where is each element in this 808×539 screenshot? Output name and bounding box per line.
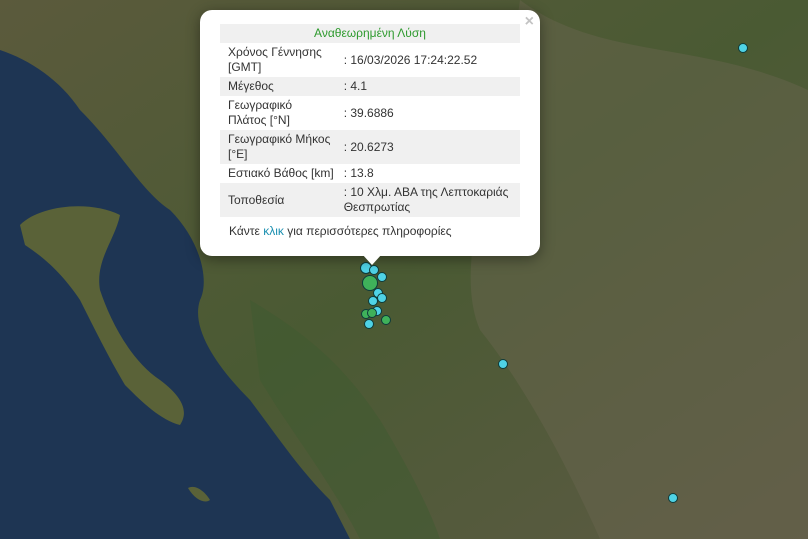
earthquake-marker[interactable]	[377, 293, 387, 303]
row-value: : 16/03/2026 17:24:22.52	[343, 52, 478, 67]
corfu-island	[20, 206, 184, 425]
row-value: : 20.6273	[341, 130, 520, 164]
paxos-island	[188, 486, 210, 502]
more-info-link[interactable]: κλικ	[263, 224, 284, 238]
earthquake-marker[interactable]	[368, 296, 378, 306]
earthquake-marker[interactable]	[738, 43, 748, 53]
row-value: : 10 Χλμ. ΑΒΑ της Λεπτοκαριάς Θεσπρωτίας	[341, 183, 520, 217]
earthquake-marker[interactable]	[381, 315, 391, 325]
row-label: Γεωγραφικό Μήκος [°E]	[220, 130, 342, 164]
earthquake-marker[interactable]	[364, 319, 374, 329]
row-label: Γεωγραφικό Πλάτος [°N]	[228, 98, 293, 127]
close-icon[interactable]: ×	[524, 13, 534, 30]
mountains	[470, 0, 808, 539]
earthquake-marker[interactable]	[367, 308, 377, 318]
row-label: Τοποθεσία	[220, 183, 342, 217]
row-label: Μέγεθος	[220, 77, 342, 96]
earthquake-marker[interactable]	[369, 265, 379, 275]
row-value: : 13.8	[343, 166, 374, 180]
more-suffix: για περισσότερες πληροφορίες	[283, 224, 452, 238]
more-info-text: Κάντε κλικ για περισσότερες πληροφορίες	[229, 224, 452, 238]
row-label: Εστιακό Βάθος [km]	[228, 166, 334, 180]
more-prefix: Κάντε	[229, 224, 264, 238]
row-label: Χρόνος Γέννησης [GMT]	[228, 45, 322, 74]
row-value: : 39.6886	[343, 105, 394, 120]
popup-title: Αναθεωρημένη Λύση	[220, 24, 520, 43]
earthquake-popup: × Αναθεωρημένη Λύση Χρόνος Γέννησης [GMT…	[200, 10, 540, 256]
row-value: : 4.1	[341, 77, 520, 96]
earthquake-details-table: Αναθεωρημένη Λύση Χρόνος Γέννησης [GMT]:…	[220, 24, 520, 217]
earthquake-marker[interactable]	[668, 493, 678, 503]
earthquake-marker[interactable]	[377, 272, 387, 282]
earthquake-marker[interactable]	[498, 359, 508, 369]
earthquake-marker[interactable]	[362, 275, 378, 291]
sea	[0, 50, 350, 539]
popup-tip	[362, 254, 382, 265]
